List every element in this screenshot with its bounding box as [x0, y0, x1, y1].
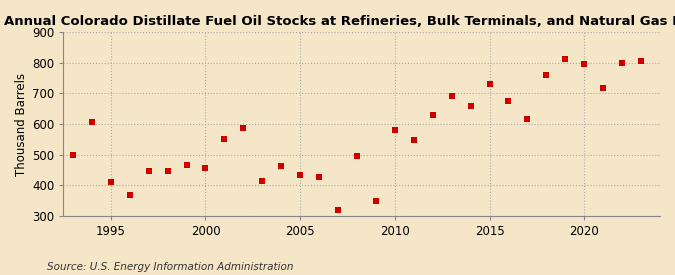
Point: [503, 99, 514, 103]
Point: [295, 173, 306, 178]
Text: Source: U.S. Energy Information Administration: Source: U.S. Energy Information Administ…: [47, 262, 294, 272]
Point: [181, 163, 192, 167]
Point: [352, 153, 362, 158]
Point: [219, 137, 230, 141]
Point: [143, 169, 154, 173]
Point: [636, 59, 647, 63]
Point: [446, 94, 457, 98]
Point: [162, 168, 173, 173]
Point: [427, 112, 438, 117]
Point: [408, 138, 419, 142]
Point: [484, 82, 495, 86]
Point: [522, 117, 533, 122]
Point: [105, 180, 116, 185]
Point: [257, 178, 268, 183]
Point: [124, 193, 135, 197]
Point: [276, 164, 287, 169]
Point: [200, 166, 211, 170]
Point: [389, 128, 400, 132]
Point: [86, 120, 97, 124]
Point: [68, 152, 78, 157]
Point: [333, 208, 344, 212]
Point: [617, 60, 628, 65]
Point: [560, 56, 570, 61]
Point: [238, 126, 249, 130]
Point: [371, 199, 381, 204]
Y-axis label: Thousand Barrels: Thousand Barrels: [15, 72, 28, 175]
Point: [314, 175, 325, 179]
Point: [579, 62, 590, 66]
Point: [598, 86, 609, 90]
Point: [541, 73, 551, 77]
Title: Annual Colorado Distillate Fuel Oil Stocks at Refineries, Bulk Terminals, and Na: Annual Colorado Distillate Fuel Oil Stoc…: [4, 15, 675, 28]
Point: [465, 103, 476, 108]
